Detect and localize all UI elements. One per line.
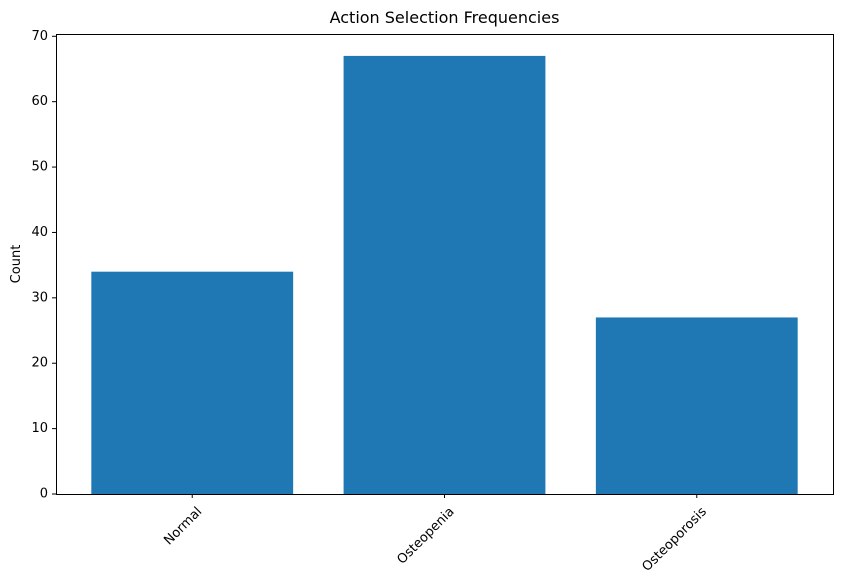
y-tick-label: 70 <box>31 29 48 44</box>
y-axis-label: Count <box>9 245 24 284</box>
y-tick-label: 50 <box>31 160 48 175</box>
y-tick-label: 10 <box>31 421 48 436</box>
y-tick-label: 20 <box>31 356 48 371</box>
plot-area-frame <box>56 34 834 495</box>
y-tick-label: 60 <box>31 94 48 109</box>
bar-osteopenia <box>343 55 546 495</box>
x-tick-label: Normal <box>161 504 205 548</box>
chart-title: Action Selection Frequencies <box>330 8 560 27</box>
x-axis-ticks: Normal Osteopenia Osteoporosis <box>161 494 710 575</box>
y-tick-label: 30 <box>31 290 48 305</box>
x-tick-label: Osteoporosis <box>640 504 710 574</box>
x-tick-label: Osteopenia <box>395 504 458 567</box>
y-tick-label: 0 <box>40 487 48 502</box>
bar-normal <box>91 271 294 494</box>
y-axis-ticks: 0 10 20 30 40 50 60 70 <box>31 29 56 502</box>
y-tick-label: 40 <box>31 225 48 240</box>
bars-group <box>91 55 798 495</box>
bar-osteoporosis <box>595 317 798 494</box>
